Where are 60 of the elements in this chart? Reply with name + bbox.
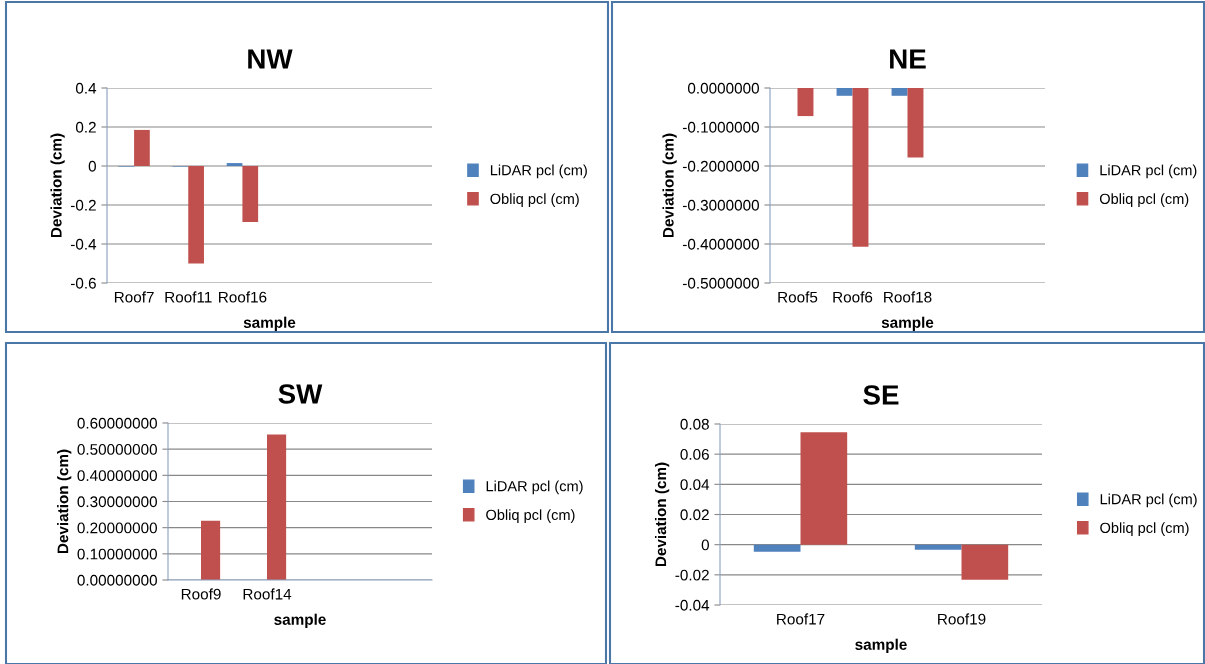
legend-label: Obliq pcl (cm): [490, 193, 579, 207]
y-tick-label: 0.04: [680, 479, 710, 491]
x-tick-label: Roof16: [219, 291, 267, 303]
legend-label: Obliq pcl (cm): [486, 509, 575, 523]
bar: [242, 166, 259, 222]
bar: [134, 129, 150, 166]
y-tick-label: 0.40000000: [77, 470, 157, 482]
y-tick-label: 0.20000000: [77, 522, 157, 534]
y-axis-title: Deviation (cm): [654, 462, 670, 567]
bar: [226, 163, 243, 166]
y-tick-label: -0.5000000: [682, 277, 759, 289]
y-tick-label: -0.6: [70, 277, 96, 289]
y-tick-label: 0: [88, 160, 96, 172]
x-tick-label: Roof18: [884, 291, 932, 303]
y-tick-label: 0.00000000: [77, 574, 157, 586]
y-tick-label: 0.4: [75, 82, 97, 94]
legend-label: LiDAR pcl (cm): [490, 164, 587, 179]
chart-title: SW: [278, 384, 323, 404]
y-tick-label: 0.50000000: [77, 444, 157, 455]
legend-label: LiDAR pcl (cm): [1100, 493, 1197, 508]
x-tick-label: Roof11: [165, 291, 212, 303]
y-tick-label: 0.10000000: [77, 548, 157, 560]
y-tick-label: -0.04: [675, 599, 710, 611]
y-tick-label: 0.08: [680, 418, 709, 430]
y-tick-label: 0.06: [680, 449, 709, 460]
y-axis-title: Deviation (cm): [57, 449, 72, 554]
y-tick-label: -0.1000000: [682, 121, 759, 133]
y-tick-label: -0.3000000: [682, 199, 759, 211]
x-axis-title: sample: [243, 316, 296, 331]
x-tick-label: Roof5: [778, 291, 818, 303]
legend-label: LiDAR pcl (cm): [486, 480, 583, 495]
x-tick-label: Roof6: [833, 291, 873, 303]
y-tick-label: -0.4000000: [682, 238, 759, 250]
y-tick-label: 0.0000000: [687, 82, 759, 94]
x-tick-label: Roof14: [243, 588, 292, 600]
legend-label: Obliq pcl (cm): [1099, 193, 1189, 207]
y-tick-label: -0.2: [70, 199, 96, 211]
chart-title: SE: [863, 385, 899, 405]
y-tick-label: -0.4: [70, 238, 97, 250]
y-tick-label: 0.2: [75, 121, 96, 133]
y-tick-label: 0.02: [680, 509, 709, 521]
x-tick-label: Roof19: [938, 613, 986, 625]
chart-title: NE: [890, 49, 926, 69]
x-axis-title: sample: [855, 638, 907, 653]
y-tick-label: -0.2000000: [682, 160, 759, 172]
chart-title: NW: [248, 49, 293, 69]
y-tick-label: 0.30000000: [77, 496, 157, 508]
y-axis-title: Deviation (cm): [50, 133, 65, 238]
x-tick-label: Roof17: [777, 613, 825, 625]
y-tick-label: 0.60000000: [77, 417, 157, 429]
x-tick-label: Roof9: [181, 588, 221, 600]
y-tick-label: 0: [701, 539, 709, 551]
y-tick-label: -0.02: [675, 569, 709, 581]
x-tick-label: Roof7: [114, 291, 154, 303]
legend-label: LiDAR pcl (cm): [1100, 164, 1197, 179]
legend-label: Obliq pcl (cm): [1100, 522, 1189, 536]
x-axis-title: sample: [881, 316, 934, 331]
bar: [188, 166, 204, 264]
y-axis-title: Deviation (cm): [662, 133, 677, 238]
x-axis-title: sample: [274, 613, 326, 628]
